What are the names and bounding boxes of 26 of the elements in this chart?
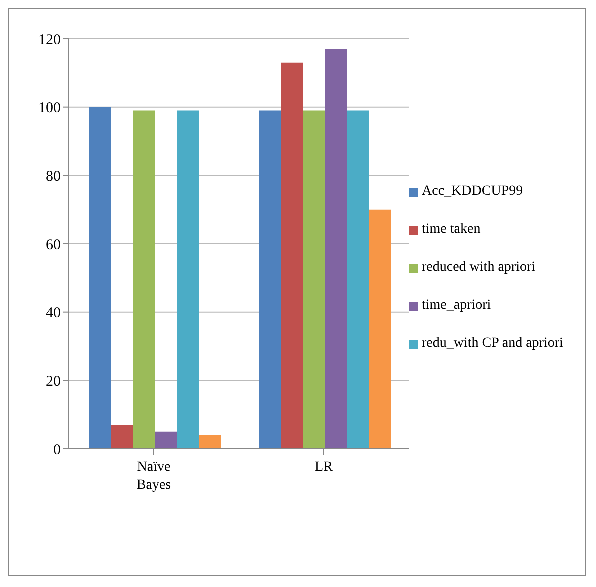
bar <box>199 435 222 449</box>
y-tick-label: 60 <box>46 237 61 254</box>
y-tick-label: 120 <box>38 32 61 48</box>
legend-label: time_apriori <box>422 298 492 314</box>
bar <box>111 425 134 449</box>
bar <box>259 110 282 449</box>
bar <box>369 210 392 449</box>
legend-label: redu_with CP and apriori <box>422 336 564 352</box>
y-tick-label: 80 <box>46 168 61 185</box>
y-tick-label: 100 <box>38 100 61 117</box>
bar <box>303 110 326 449</box>
y-tick-label: 40 <box>46 306 61 322</box>
bar <box>177 110 200 449</box>
legend-label: Acc_KDDCUP99 <box>422 184 524 200</box>
x-tick-label: LR <box>315 460 334 475</box>
y-tick-label: 0 <box>54 442 61 458</box>
legend-label: reduced with apriori <box>422 260 536 276</box>
bar <box>89 107 112 449</box>
y-tick-label: 20 <box>46 374 61 390</box>
legend-label: time taken <box>422 222 481 238</box>
bar <box>133 110 156 449</box>
bar <box>281 62 304 449</box>
bar <box>325 49 348 449</box>
bar <box>347 110 370 449</box>
x-tick-label: Naïve Bayes <box>136 460 172 493</box>
bar <box>155 432 178 449</box>
